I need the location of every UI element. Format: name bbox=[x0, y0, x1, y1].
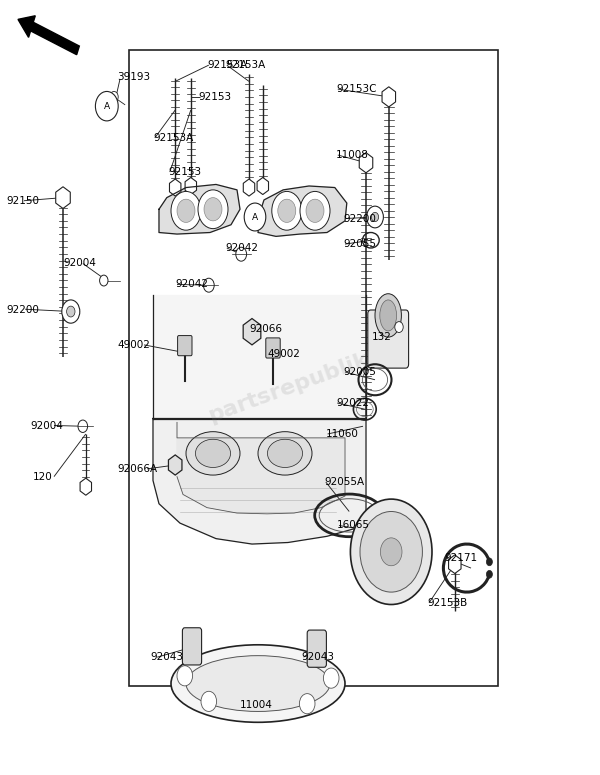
Text: 92200: 92200 bbox=[343, 214, 376, 223]
Circle shape bbox=[487, 570, 493, 578]
Circle shape bbox=[350, 499, 432, 604]
Circle shape bbox=[78, 420, 88, 432]
Ellipse shape bbox=[258, 432, 312, 475]
Polygon shape bbox=[359, 153, 373, 173]
Ellipse shape bbox=[171, 645, 345, 722]
Polygon shape bbox=[177, 422, 345, 514]
Text: 16065: 16065 bbox=[337, 521, 370, 530]
Polygon shape bbox=[243, 319, 261, 345]
Text: 92153C: 92153C bbox=[336, 84, 377, 94]
Circle shape bbox=[198, 190, 228, 229]
Bar bbox=[129, 50, 498, 686]
Text: 92004: 92004 bbox=[63, 259, 96, 268]
Polygon shape bbox=[243, 179, 255, 196]
Text: 11004: 11004 bbox=[240, 701, 273, 710]
Circle shape bbox=[278, 199, 296, 222]
Text: 49002: 49002 bbox=[267, 350, 300, 359]
Text: 132: 132 bbox=[372, 332, 392, 342]
Circle shape bbox=[300, 191, 330, 230]
Text: 11060: 11060 bbox=[326, 429, 359, 439]
FancyBboxPatch shape bbox=[178, 336, 192, 356]
Circle shape bbox=[360, 512, 422, 592]
Text: 92005: 92005 bbox=[343, 367, 376, 377]
FancyArrow shape bbox=[18, 16, 79, 55]
Text: 120: 120 bbox=[33, 472, 53, 481]
Circle shape bbox=[177, 666, 193, 686]
Text: 92043: 92043 bbox=[302, 653, 335, 662]
Circle shape bbox=[236, 247, 247, 261]
Text: A: A bbox=[104, 102, 110, 111]
Text: 92153B: 92153B bbox=[427, 598, 467, 608]
Polygon shape bbox=[449, 555, 461, 574]
Circle shape bbox=[67, 306, 75, 317]
Circle shape bbox=[201, 691, 217, 711]
Circle shape bbox=[177, 199, 195, 222]
Ellipse shape bbox=[268, 439, 302, 467]
FancyBboxPatch shape bbox=[182, 628, 202, 665]
Polygon shape bbox=[169, 179, 181, 196]
Circle shape bbox=[487, 558, 493, 566]
Polygon shape bbox=[56, 187, 70, 208]
Circle shape bbox=[110, 91, 118, 102]
Text: 92153: 92153 bbox=[168, 167, 201, 177]
Text: 39193: 39193 bbox=[117, 73, 150, 82]
Circle shape bbox=[367, 206, 383, 228]
FancyBboxPatch shape bbox=[266, 338, 280, 358]
Circle shape bbox=[100, 275, 108, 286]
Text: 92055A: 92055A bbox=[324, 477, 364, 487]
Polygon shape bbox=[80, 478, 92, 495]
Text: 11008: 11008 bbox=[336, 150, 369, 160]
Polygon shape bbox=[169, 455, 182, 475]
Circle shape bbox=[380, 538, 402, 566]
FancyBboxPatch shape bbox=[368, 310, 409, 368]
Circle shape bbox=[272, 191, 302, 230]
Text: 92022: 92022 bbox=[336, 398, 369, 408]
Text: 92004: 92004 bbox=[30, 422, 63, 431]
Circle shape bbox=[306, 199, 324, 222]
Text: 92153A: 92153A bbox=[207, 60, 247, 70]
Circle shape bbox=[299, 694, 315, 714]
Text: 92153A: 92153A bbox=[153, 133, 193, 143]
Ellipse shape bbox=[186, 656, 330, 711]
Circle shape bbox=[204, 198, 222, 221]
Text: 92066: 92066 bbox=[249, 324, 282, 333]
Text: 92055: 92055 bbox=[343, 239, 376, 249]
Circle shape bbox=[395, 322, 403, 332]
Polygon shape bbox=[258, 186, 347, 236]
Circle shape bbox=[62, 300, 80, 323]
Text: 92153: 92153 bbox=[198, 92, 231, 102]
Circle shape bbox=[244, 203, 266, 231]
FancyBboxPatch shape bbox=[307, 630, 326, 667]
Circle shape bbox=[323, 668, 339, 688]
Ellipse shape bbox=[196, 439, 230, 467]
Text: 92200: 92200 bbox=[6, 305, 39, 315]
Text: partsrepublik: partsrepublik bbox=[205, 349, 371, 426]
Text: 92066A: 92066A bbox=[117, 464, 157, 474]
Polygon shape bbox=[159, 184, 240, 234]
Polygon shape bbox=[153, 418, 366, 544]
Text: 92171: 92171 bbox=[444, 553, 477, 563]
Text: 92042: 92042 bbox=[176, 280, 209, 289]
Text: 92042: 92042 bbox=[225, 243, 258, 253]
Text: 92043: 92043 bbox=[150, 653, 183, 662]
Circle shape bbox=[95, 91, 118, 121]
Ellipse shape bbox=[186, 432, 240, 475]
Polygon shape bbox=[185, 177, 197, 195]
Text: A: A bbox=[252, 212, 258, 222]
Ellipse shape bbox=[375, 294, 401, 337]
Text: 49002: 49002 bbox=[117, 340, 150, 350]
Text: 92150: 92150 bbox=[6, 197, 39, 206]
Circle shape bbox=[171, 191, 201, 230]
Circle shape bbox=[203, 278, 214, 292]
Polygon shape bbox=[257, 177, 269, 195]
Polygon shape bbox=[153, 294, 366, 418]
Polygon shape bbox=[382, 87, 395, 107]
Ellipse shape bbox=[380, 300, 397, 331]
Text: 92153A: 92153A bbox=[225, 60, 265, 70]
Circle shape bbox=[371, 212, 379, 222]
